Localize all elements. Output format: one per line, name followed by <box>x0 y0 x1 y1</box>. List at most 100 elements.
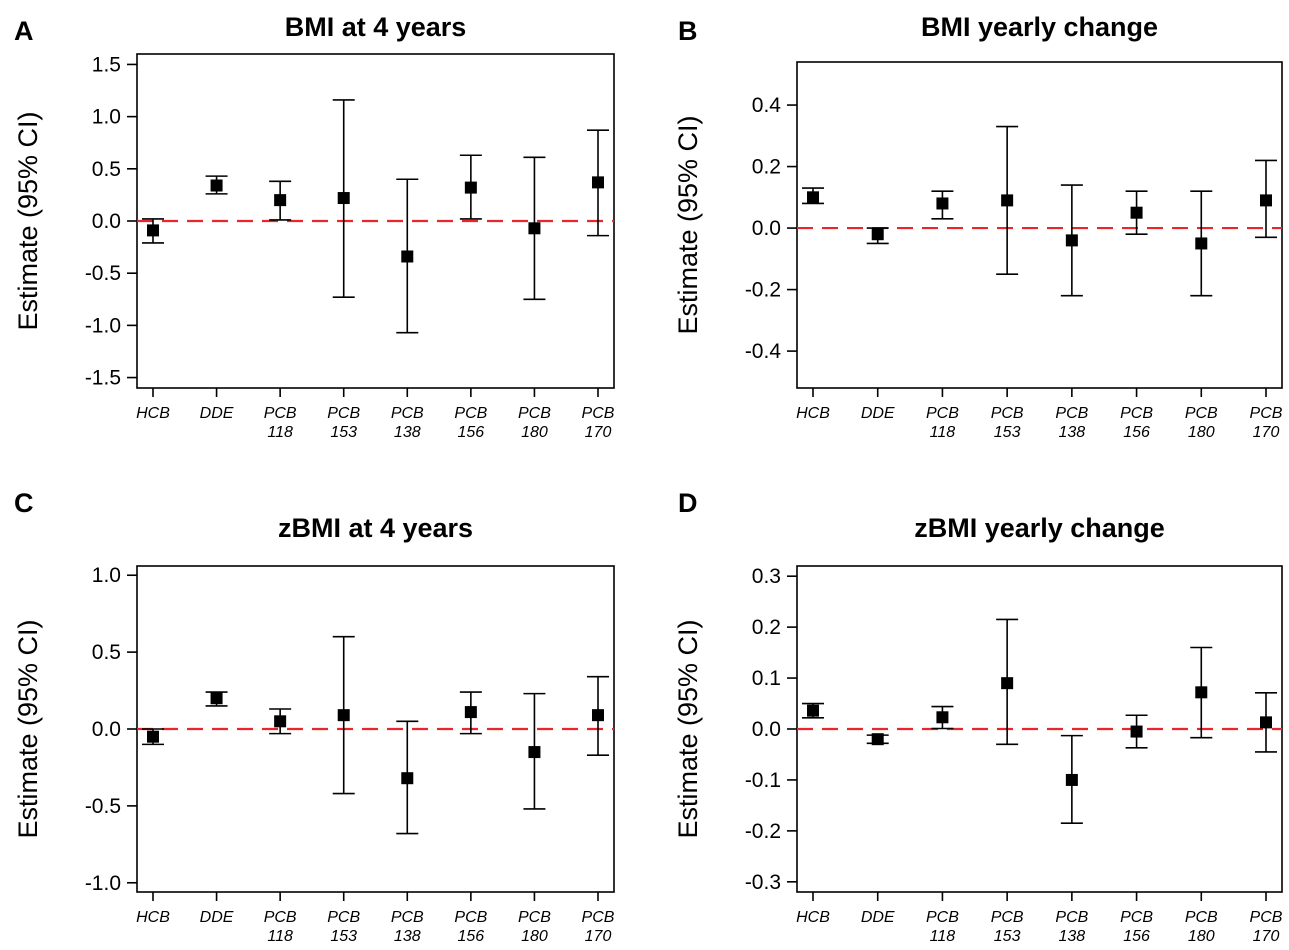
estimate-point <box>592 176 604 189</box>
x-tick-label: PCB <box>518 405 551 422</box>
x-tick-label: 118 <box>930 928 956 945</box>
estimate-point <box>936 711 949 724</box>
x-tick-label: 153 <box>994 424 1021 441</box>
x-tick-label: 153 <box>330 424 357 441</box>
x-tick-label: PCB <box>391 909 424 926</box>
x-tick-label: PCB <box>1120 909 1153 926</box>
estimate-point <box>592 709 604 722</box>
x-tick-label: PCB <box>582 909 615 926</box>
y-tick-label: 0.0 <box>92 718 121 741</box>
y-tick-label: -0.4 <box>745 340 782 363</box>
x-tick-label: HCB <box>136 909 170 926</box>
estimate-point <box>1130 725 1143 738</box>
estimate-point <box>871 733 884 746</box>
x-tick-label: 138 <box>394 424 421 441</box>
y-tick-label: 1.5 <box>92 53 121 76</box>
estimate-point <box>1065 773 1078 786</box>
y-axis-label: Estimate (95% CI) <box>13 111 43 330</box>
y-tick-label: 0.5 <box>92 641 121 664</box>
y-axis-label: Estimate (95% CI) <box>673 619 703 838</box>
estimate-point <box>1001 194 1014 207</box>
y-tick-label: -0.2 <box>745 279 781 302</box>
x-tick-label: 180 <box>1188 928 1215 945</box>
x-tick-label: 118 <box>267 928 293 945</box>
estimate-point <box>1130 206 1143 219</box>
x-tick-label: 156 <box>1123 424 1150 441</box>
x-tick-label: PCB <box>327 405 360 422</box>
x-tick-label: DDE <box>200 909 234 926</box>
y-tick-label: 0.0 <box>752 217 781 240</box>
y-tick-label: 0.3 <box>752 565 781 588</box>
x-tick-label: 118 <box>267 424 293 441</box>
x-tick-label: PCB <box>454 909 487 926</box>
x-tick-label: 138 <box>1059 424 1086 441</box>
x-tick-label: 156 <box>458 424 485 441</box>
x-tick-label: PCB <box>991 909 1024 926</box>
y-tick-label: -0.1 <box>745 769 781 792</box>
x-tick-label: 138 <box>1059 928 1086 945</box>
estimate-point <box>147 224 159 237</box>
x-tick-label: PCB <box>926 909 959 926</box>
y-tick-label: 0.1 <box>752 667 781 690</box>
x-tick-label: PCB <box>1055 909 1088 926</box>
x-tick-label: PCB <box>518 909 551 926</box>
panel-letter: A <box>14 16 34 46</box>
x-tick-label: PCB <box>1250 909 1283 926</box>
y-tick-label: 1.0 <box>92 106 121 129</box>
estimate-point <box>807 704 819 717</box>
estimate-point <box>1260 716 1272 729</box>
x-tick-label: HCB <box>796 405 830 422</box>
x-tick-label: 153 <box>330 928 357 945</box>
x-tick-label: DDE <box>200 405 234 422</box>
panel-letter: B <box>678 16 698 46</box>
x-tick-label: PCB <box>454 405 487 422</box>
y-axis-label: Estimate (95% CI) <box>673 115 703 334</box>
estimate-point <box>1195 686 1208 699</box>
y-tick-label: -0.5 <box>85 262 121 285</box>
estimate-point <box>1260 194 1272 207</box>
y-tick-label: -1.5 <box>85 367 121 390</box>
x-tick-label: 138 <box>394 928 421 945</box>
y-tick-label: 0.4 <box>752 94 782 117</box>
estimate-point <box>528 222 541 235</box>
x-tick-label: 170 <box>1253 424 1280 441</box>
x-tick-label: 170 <box>585 424 612 441</box>
x-tick-label: DDE <box>861 405 895 422</box>
panel-title: BMI yearly change <box>921 12 1158 42</box>
panel-title: BMI at 4 years <box>285 12 467 42</box>
y-tick-label: -0.3 <box>745 871 781 894</box>
x-tick-label: 180 <box>1188 424 1215 441</box>
estimate-point <box>871 228 884 241</box>
x-tick-label: 156 <box>1123 928 1150 945</box>
x-tick-label: PCB <box>1185 405 1218 422</box>
y-tick-label: -1.0 <box>85 872 121 895</box>
x-tick-label: PCB <box>264 405 297 422</box>
y-tick-label: 1.0 <box>92 564 121 587</box>
x-tick-label: 156 <box>458 928 485 945</box>
estimate-point <box>147 730 159 743</box>
x-tick-label: PCB <box>991 405 1024 422</box>
x-tick-label: HCB <box>796 909 830 926</box>
x-tick-label: 180 <box>521 424 548 441</box>
x-tick-label: 180 <box>521 928 548 945</box>
x-tick-label: PCB <box>264 909 297 926</box>
y-tick-label: 0.0 <box>752 718 781 741</box>
y-tick-label: 0.5 <box>92 158 121 181</box>
x-tick-label: PCB <box>1250 405 1283 422</box>
x-tick-label: HCB <box>136 405 170 422</box>
x-tick-label: PCB <box>1055 405 1088 422</box>
panel-a: A BMI at 4 years Estimate (95% CI) -1.5 -1.0… <box>13 12 615 441</box>
panel-title: zBMI yearly change <box>914 513 1165 543</box>
estimate-point <box>936 197 949 210</box>
estimate-point <box>274 194 287 207</box>
estimate-point <box>337 709 350 722</box>
estimate-point <box>401 250 414 263</box>
estimate-point <box>528 746 541 759</box>
x-tick-label: PCB <box>1185 909 1218 926</box>
y-tick-label: -0.5 <box>85 795 121 818</box>
estimate-point <box>464 181 477 194</box>
plot-frame <box>796 61 1283 389</box>
